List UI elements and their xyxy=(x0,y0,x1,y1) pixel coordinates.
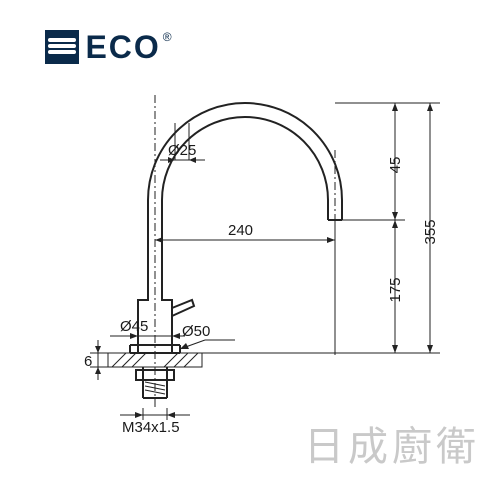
dim-height-outlet: 175 xyxy=(387,277,404,302)
dim-d25: Ø25 xyxy=(168,142,196,159)
dim-height-total: 355 xyxy=(422,219,439,244)
dim-drop: 45 xyxy=(387,157,404,174)
dim-d45: Ø45 xyxy=(120,318,148,335)
faucet-diagram: Ø25 240 355 45 175 Ø45 Ø50 6 M34x1.5 xyxy=(0,0,500,500)
dim-reach: 240 xyxy=(228,222,253,239)
dim-deck: 6 xyxy=(84,353,92,370)
dim-d50: Ø50 xyxy=(182,323,210,340)
dim-thread: M34x1.5 xyxy=(122,419,180,436)
